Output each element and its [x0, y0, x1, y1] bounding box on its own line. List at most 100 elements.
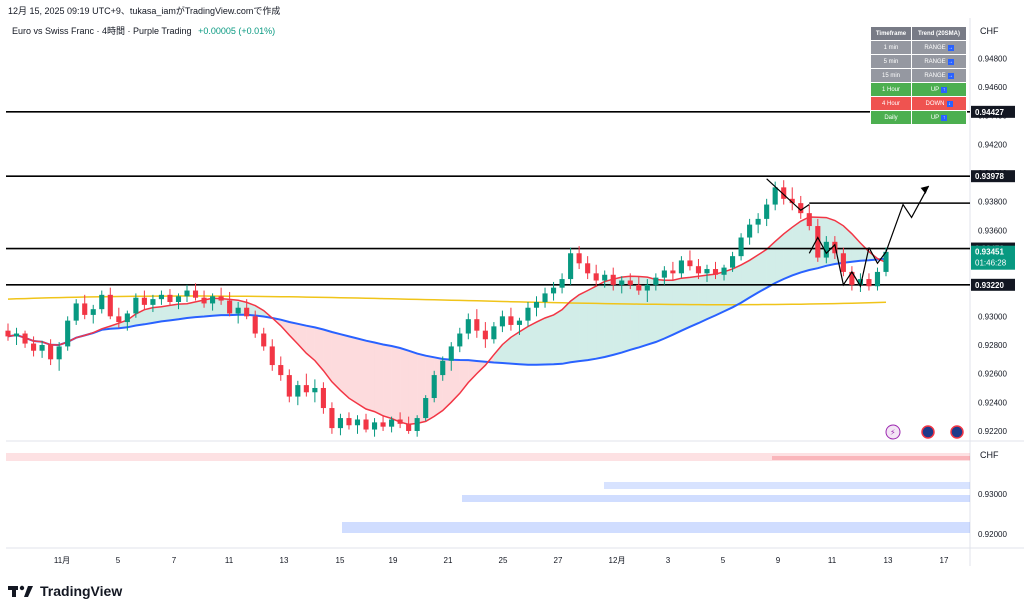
candle — [755, 213, 761, 234]
trend-table-row: Daily UP ↑ — [870, 110, 967, 125]
candle — [227, 291, 233, 317]
candle-body — [218, 296, 224, 301]
candle-body — [661, 270, 667, 278]
candle — [184, 284, 190, 302]
currency-label: CHF — [980, 26, 999, 36]
candle-body — [602, 274, 608, 281]
ma-fill-segment — [289, 321, 298, 344]
candle — [389, 416, 395, 433]
candle — [158, 290, 164, 305]
candle-body — [559, 279, 565, 288]
candle-body — [184, 290, 190, 297]
current-price-bg — [971, 245, 1015, 270]
candle-body — [286, 375, 292, 397]
ma-fill-segment — [724, 268, 733, 312]
price-tick-label: 0.92200 — [978, 427, 1007, 436]
sub-currency-label: CHF — [980, 450, 999, 460]
sub-band-blue — [342, 522, 970, 533]
candle — [542, 287, 548, 308]
candle-body — [448, 346, 454, 361]
moving-average-lines — [7, 216, 887, 426]
candle — [559, 273, 565, 294]
sub-tick-label: 0.92000 — [978, 530, 1007, 539]
candle-body — [482, 330, 488, 340]
level-label: 0.93220 — [975, 281, 1004, 290]
ma-fill-segment — [391, 346, 401, 423]
ma-fill-segment — [357, 338, 367, 410]
trend-table-row: 15 min RANGE → — [870, 68, 967, 83]
candle-body — [235, 307, 241, 314]
ma-fill-segment — [630, 276, 639, 350]
trend-value: RANGE → — [911, 68, 967, 83]
candle — [406, 416, 412, 434]
ma-fill-segment — [741, 260, 750, 303]
candle — [56, 342, 62, 371]
candle — [747, 218, 753, 245]
trend-value: DOWN ↓ — [911, 96, 967, 111]
horizontal-levels — [6, 111, 970, 286]
candle-body — [653, 277, 659, 285]
candle — [380, 415, 386, 431]
candle — [491, 322, 497, 344]
ma-fill-segment — [348, 336, 358, 404]
price-tick-label: 0.93600 — [978, 226, 1007, 235]
candle-body — [320, 387, 326, 409]
projection-arrowhead — [920, 185, 929, 194]
arrow-right-icon: → — [947, 44, 954, 51]
candle — [346, 412, 352, 430]
candle-body — [303, 385, 309, 393]
candle — [568, 247, 574, 285]
candle-body — [721, 267, 727, 275]
pattern-drawing — [808, 236, 870, 288]
candle — [525, 302, 531, 327]
ma-fill-segment — [323, 329, 332, 382]
candle — [695, 259, 702, 280]
candle — [235, 302, 241, 324]
candle-body — [22, 333, 28, 344]
time-tick-label: 3 — [666, 556, 671, 565]
candle — [619, 276, 625, 294]
time-tick-label: 15 — [336, 556, 345, 565]
candle — [670, 261, 676, 281]
candle-body — [269, 346, 275, 366]
candle-body — [857, 279, 863, 285]
candle-body — [73, 303, 79, 321]
candle-body — [278, 365, 284, 376]
ma-fill-segment — [749, 254, 759, 298]
ma-fill-segment — [553, 309, 563, 365]
candle-body — [457, 333, 463, 347]
sma-slow-line — [7, 257, 887, 366]
candle — [363, 413, 369, 433]
sub-tick-label: 0.93000 — [978, 490, 1007, 499]
ma-fill-segment — [800, 217, 810, 273]
level-label-bg — [971, 105, 1015, 118]
candle — [431, 370, 437, 403]
ma-fill-segment — [340, 334, 349, 399]
ma-fill-segment — [306, 325, 315, 361]
trend-table-row: 1 min RANGE → — [870, 40, 967, 55]
candle — [738, 233, 744, 261]
candle-body — [619, 280, 625, 285]
candle — [704, 264, 710, 282]
ma-fill-segment — [647, 277, 656, 345]
candle-body — [244, 307, 250, 317]
candle — [150, 294, 156, 313]
candle — [798, 195, 804, 219]
current-price-label: 0.93451 — [975, 248, 1004, 257]
candle-body — [644, 284, 650, 291]
candle-body — [550, 287, 557, 294]
candle-body — [414, 418, 420, 431]
countdown-label: 01:46:28 — [975, 259, 1007, 268]
time-tick-label: 21 — [444, 556, 453, 565]
time-tick-label: 19 — [389, 556, 398, 565]
candle — [815, 218, 821, 262]
candle — [312, 379, 318, 403]
candle — [320, 382, 326, 414]
candle-body — [5, 330, 11, 337]
ma-fill-segment — [169, 304, 179, 321]
candle — [653, 273, 659, 291]
candle — [806, 204, 812, 231]
candle — [866, 273, 872, 291]
price-tick-label: 0.93800 — [978, 198, 1007, 207]
